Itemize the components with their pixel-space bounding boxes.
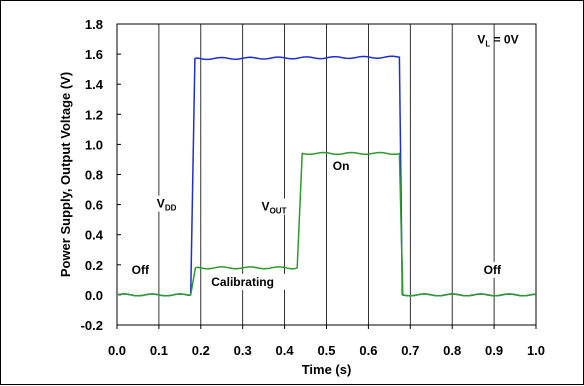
annotation-text: V (477, 33, 485, 47)
annotation-background (208, 273, 298, 290)
annotation-text: V (262, 200, 270, 214)
annotation-subscript: L (485, 40, 490, 49)
y-tick-label: 1.0 (85, 137, 103, 152)
x-tick-label: 0.3 (234, 343, 252, 358)
x-tick-label: 0.0 (108, 343, 126, 358)
y-tick-label: 0.8 (85, 168, 103, 183)
x-tick-label: 0.9 (485, 343, 503, 358)
annotation-vout: VOUT (262, 200, 287, 216)
y-tick-label: 1.4 (85, 77, 104, 92)
annotation-subscript: DD (165, 204, 177, 213)
annotation-text: Off (484, 263, 502, 277)
x-tick-label: 0.2 (192, 343, 210, 358)
annotation-off-left: Off (132, 263, 150, 277)
x-tick-label: 0.8 (443, 343, 461, 358)
annotation-background (153, 195, 177, 212)
series-group (116, 55, 537, 297)
annotation-background (329, 157, 351, 174)
annotation-text: Off (132, 263, 150, 277)
annotation-text: V (157, 197, 165, 211)
y-tick-label: 1.6 (85, 47, 103, 62)
grid-lines (158, 24, 495, 325)
annotation-calibrating: Calibrating (211, 275, 274, 289)
y-tick-label: -0.2 (81, 318, 103, 333)
annotation-subscript: OUT (270, 207, 287, 216)
x-tick-labels: 0.0 0.1 0.2 0.3 0.4 0.5 0.6 0.7 0.8 0.9 1.0 (108, 343, 545, 358)
x-tick-label: 1.0 (527, 343, 545, 358)
y-tick-label: 1.8 (85, 17, 103, 32)
annotation-vdd: VDD (157, 197, 177, 213)
x-tick-label: 0.5 (317, 343, 335, 358)
y-tick-label: 1.2 (85, 107, 103, 122)
x-tick-label: 0.1 (150, 343, 168, 358)
y-tick-label: 0.0 (85, 288, 103, 303)
annotation-background (258, 198, 286, 215)
annotation-vl: VL = 0V (477, 33, 518, 49)
annotation-on: On (333, 159, 350, 173)
x-tick-label: 0.4 (276, 343, 295, 358)
y-tick-label: 0.2 (85, 258, 103, 273)
y-tick-label: 0.4 (85, 228, 104, 243)
x-tick-label: 0.7 (401, 343, 419, 358)
annotation-off-right: Off (484, 263, 502, 277)
series-line-vout (116, 151, 537, 297)
x-tick-label: 0.6 (359, 343, 377, 358)
y-axis-label: Power Supply, Output Voltage (V) (58, 72, 73, 277)
annotation-text: On (333, 159, 350, 173)
annotation-text: Calibrating (211, 275, 274, 289)
annotation-background (480, 261, 510, 278)
x-axis-label: Time (s) (302, 362, 352, 377)
y-tick-labels: -0.2 0.0 0.2 0.4 0.6 0.8 1.0 1.2 1.4 1.6 1.8 (81, 17, 104, 333)
annotation-suffix: = 0V (490, 33, 518, 47)
y-tick-label: 0.6 (85, 198, 103, 213)
annotation-background (128, 261, 158, 278)
